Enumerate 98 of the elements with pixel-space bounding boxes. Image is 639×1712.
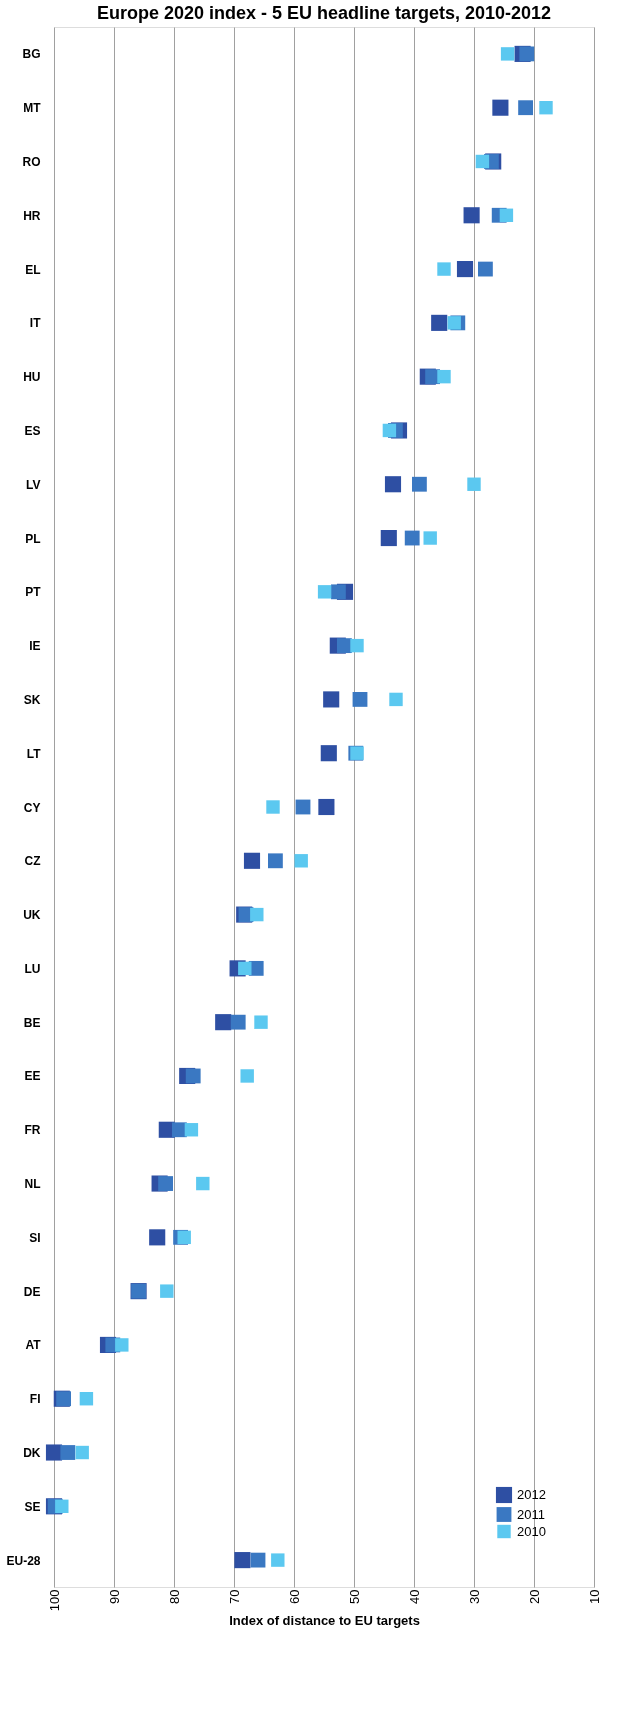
point — [250, 907, 264, 922]
y-tick-label: NL — [24, 1177, 41, 1192]
point — [267, 853, 283, 869]
y-tick-label: CY — [23, 800, 41, 815]
y-tick-label: CZ — [24, 854, 41, 869]
point — [177, 1230, 191, 1245]
point — [350, 638, 364, 653]
point — [330, 584, 346, 600]
y-tick-label: IT — [29, 316, 42, 331]
y-tick-label: DK — [23, 1446, 41, 1461]
y-tick-label: HU — [23, 370, 41, 385]
y-tick-label: PL — [25, 531, 41, 546]
y-tick-label: BG — [22, 47, 41, 62]
chart-title: Europe 2020 index - 5 EU headline targets, 2010-2012 — [96, 3, 552, 23]
y-tick-label: LV — [26, 477, 41, 492]
point — [477, 261, 493, 277]
point — [404, 530, 420, 546]
x-axis-title: Index of distance to EU targets — [229, 1613, 420, 1629]
point — [519, 46, 535, 62]
point — [352, 692, 368, 707]
point — [55, 1499, 69, 1514]
point — [447, 316, 461, 330]
point — [254, 1015, 268, 1029]
point — [437, 369, 451, 384]
point — [384, 476, 402, 493]
point — [294, 854, 308, 868]
point — [160, 1284, 174, 1298]
y-tick-label: FR — [24, 1123, 41, 1138]
point — [463, 207, 480, 224]
point — [271, 1553, 285, 1567]
y-tick-label: PT — [25, 585, 42, 600]
point — [243, 852, 261, 869]
point — [518, 100, 534, 116]
point — [323, 691, 340, 708]
y-tick-label: SE — [24, 1499, 41, 1514]
x-tick-label: 50 — [346, 1589, 362, 1604]
legend-label: 2011 — [517, 1506, 545, 1522]
point — [437, 262, 451, 276]
point — [185, 1068, 201, 1084]
point — [238, 961, 252, 976]
point — [411, 476, 427, 492]
point — [320, 745, 337, 762]
y-tick-label: DE — [23, 1284, 41, 1299]
y-tick-label: FI — [29, 1392, 41, 1407]
y-tick-label: EU-28 — [6, 1553, 41, 1568]
point — [492, 99, 509, 116]
point — [475, 154, 490, 169]
x-tick-label: 40 — [406, 1589, 422, 1604]
y-tick-label: EL — [25, 262, 41, 277]
x-tick-label: 100 — [46, 1589, 62, 1612]
point — [240, 1069, 254, 1083]
legend-label: 2012 — [517, 1487, 546, 1502]
point — [230, 1014, 246, 1030]
point — [380, 529, 397, 547]
point — [79, 1392, 94, 1406]
point — [184, 1123, 199, 1137]
y-tick-label: SK — [23, 692, 41, 707]
y-tick-label: BE — [23, 1015, 41, 1030]
point — [149, 1229, 166, 1246]
point — [158, 1176, 174, 1191]
y-tick-label: IE — [29, 639, 41, 654]
x-tick-label: 90 — [106, 1589, 122, 1604]
x-tick-label: 20 — [526, 1589, 542, 1604]
y-tick-label: AT — [25, 1338, 42, 1353]
point — [75, 1445, 89, 1460]
y-tick-label: LT — [26, 746, 42, 761]
point — [234, 1552, 251, 1569]
point — [115, 1338, 129, 1352]
point — [318, 798, 335, 816]
y-tick-label: SI — [29, 1230, 41, 1245]
y-tick-label: MT — [23, 101, 42, 116]
point — [215, 1014, 232, 1031]
x-tick-label: 10 — [586, 1589, 602, 1604]
point — [382, 423, 397, 438]
point — [250, 1552, 266, 1568]
point — [317, 585, 332, 599]
point — [467, 477, 481, 491]
y-tick-label: ES — [24, 423, 41, 438]
legend-label: 2010 — [517, 1523, 546, 1539]
x-tick-label: 60 — [286, 1589, 302, 1604]
point — [431, 314, 448, 331]
point — [499, 208, 514, 222]
point — [389, 692, 403, 707]
y-tick-label: LU — [24, 961, 41, 976]
x-tick-label: 30 — [466, 1589, 482, 1604]
y-tick-label: EE — [24, 1069, 41, 1084]
point — [60, 1445, 76, 1460]
y-tick-label: HR — [23, 208, 41, 223]
point — [266, 800, 280, 814]
point — [500, 47, 515, 61]
point — [423, 531, 437, 545]
y-tick-label: RO — [22, 154, 41, 169]
x-tick-label: 70 — [226, 1589, 242, 1604]
point — [456, 261, 474, 278]
point — [196, 1176, 210, 1191]
x-tick-label: 80 — [166, 1589, 182, 1604]
point — [539, 100, 553, 115]
y-tick-label: UK — [23, 908, 41, 923]
